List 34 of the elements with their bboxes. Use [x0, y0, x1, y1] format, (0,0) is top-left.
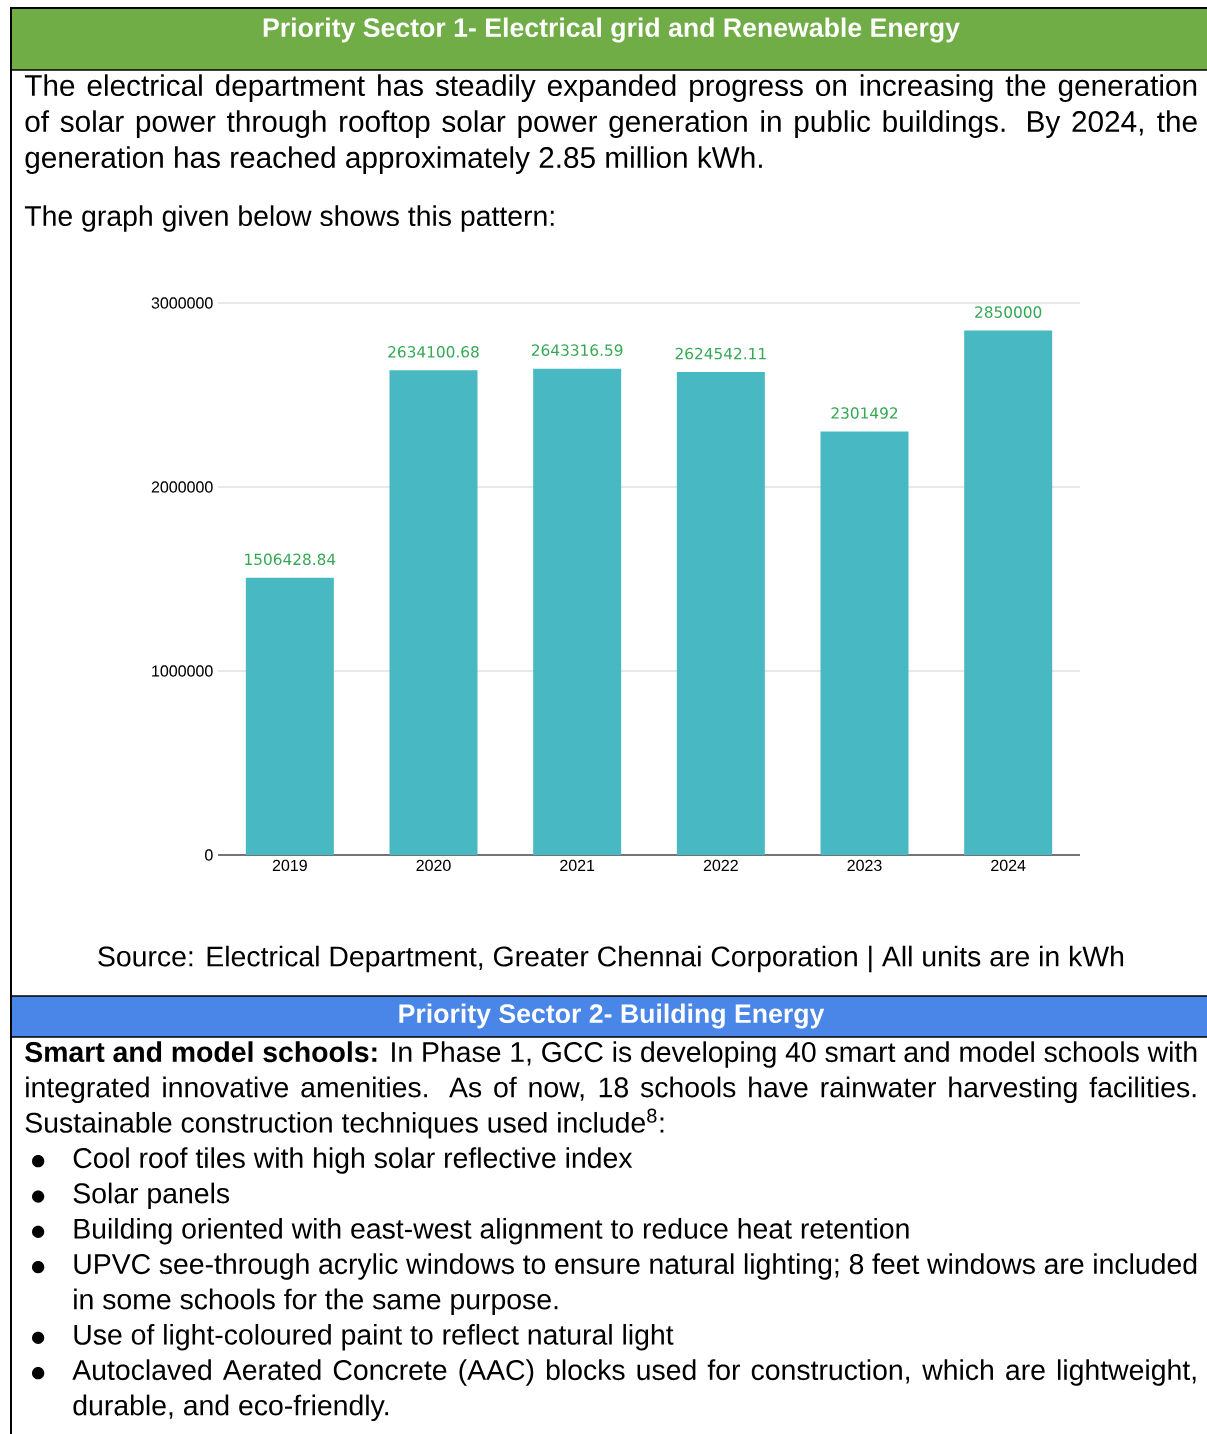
- bar: [676, 372, 765, 856]
- text: Priority Sector 2- Building Energy: [399, 1003, 825, 1029]
- bar: [533, 368, 622, 856]
- x-tick-label: 2022: [703, 859, 738, 872]
- y-tick-label: 2000000: [151, 481, 213, 493]
- data-label: 2643316.59: [531, 344, 623, 356]
- data-label: 1506428.84: [245, 553, 336, 566]
- y-tick-label: 1000000: [152, 665, 213, 677]
- text: Building oriented with east-west alignment to reduce heat retention: [74, 1217, 909, 1245]
- x-tick-label: 2023: [847, 859, 882, 872]
- text: The graph given below shows this pattern:: [24, 205, 554, 232]
- bar: [245, 577, 334, 856]
- source-note: Source: Electrical Department, Greater Chennai Corporation | All units are in kWh: [98, 945, 1124, 973]
- text: Autoclaved Aerated Concrete (AAC) blocks used for construction, which are lightweight, durable, and eco-friendly.: [72, 1359, 1196, 1422]
- text: Cool roof tiles with high solar reflective index: [73, 1147, 633, 1174]
- text: Use of light-coloured paint to reflect natural light: [74, 1323, 674, 1351]
- data-label: 2301492: [831, 407, 898, 419]
- chart-title: Priority Sector 1- Electrical grid and Renewable Energy: [263, 17, 960, 43]
- x-tick-label: 2024: [991, 859, 1026, 872]
- text: Smart and model schools: In Phase 1, GCC is developing 40 smart and model schools with integrated innovative amenities. As of now, 18 schools have rainwater harvesting facilities. Sustainable construction techniques used include$^{8}$:: [25, 1041, 1197, 1139]
- bar: [389, 370, 478, 856]
- x-tick-label: 2019: [272, 859, 307, 872]
- y-tick-label: 3000000: [151, 297, 213, 309]
- text: Solar panels: [73, 1182, 230, 1210]
- x-tick-label: 2021: [560, 859, 595, 872]
- text: UPVC see-through acrylic windows to ensure natural lighting; 8 feet windows are included in some schools for the same purpose.: [74, 1253, 1197, 1316]
- data-label: 2634100.68: [388, 346, 479, 358]
- bar: [820, 431, 909, 856]
- data-label: 2624542.11: [675, 347, 766, 360]
- bar: [964, 330, 1053, 856]
- x-tick-label: 2020: [416, 859, 451, 872]
- y-tick-label: 0: [205, 849, 213, 861]
- chart-subtitle: The electrical department has steadily expanded progress on increasing the generation of solar power through rooftop solar power generation in public buildings. By 2024, the generation has reached approximately 2.85 million kWh.: [24, 74, 1197, 174]
- data-label: 2850000: [975, 306, 1042, 318]
